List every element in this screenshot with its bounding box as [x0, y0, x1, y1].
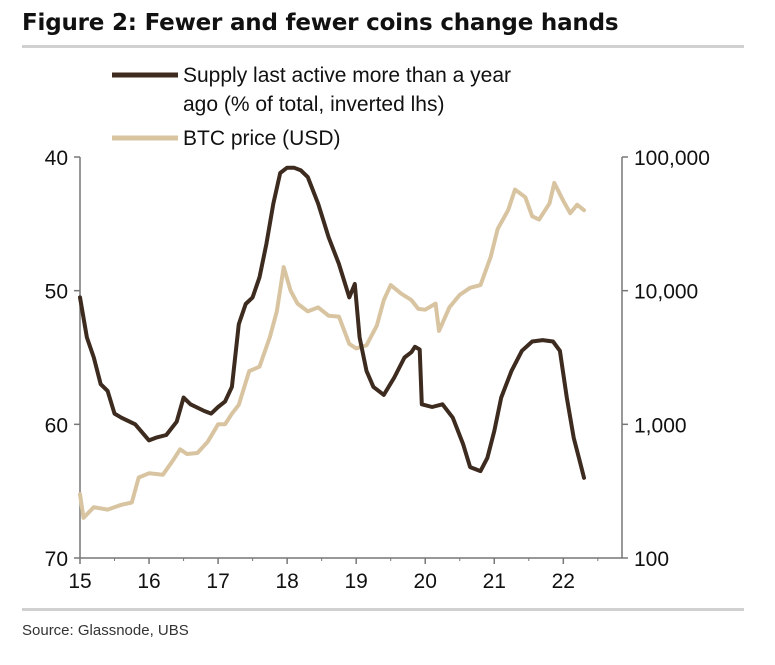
left-tick-label: 50 [45, 281, 68, 304]
legend-label-supply: ago (% of total, inverted lhs) [183, 93, 444, 116]
series-group [78, 165, 586, 520]
source-note: Source: Glassnode, UBS [22, 622, 189, 639]
x-tick-label: 19 [344, 570, 367, 593]
right-tick-label: 1,000 [634, 414, 687, 437]
top-rule [22, 45, 744, 48]
left-tick-label: 70 [45, 548, 68, 571]
legend: Supply last active more than a year ago (… [112, 64, 511, 150]
bottom-rule [22, 608, 744, 611]
legend-label-supply: Supply last active more than a year [183, 64, 511, 87]
btc-price-series-line [78, 180, 586, 520]
chart: 40 50 60 70 100,000 10,000 1,000 100 15 16 17 18 19 2… [45, 64, 710, 593]
right-tick-label: 100,000 [634, 147, 710, 170]
legend-label-price: BTC price (USD) [183, 127, 341, 150]
left-tick-label: 60 [45, 414, 68, 437]
x-tick-label: 18 [275, 570, 298, 593]
x-tick-label: 20 [414, 570, 437, 593]
x-tick-label: 17 [206, 570, 229, 593]
x-tick-label: 15 [68, 570, 91, 593]
axes-group: 40 50 60 70 100,000 10,000 1,000 100 15 16 17 18 19 2… [45, 147, 710, 593]
x-tick-label: 21 [483, 570, 506, 593]
figure-title: Figure 2: Fewer and fewer coins change h… [22, 10, 619, 36]
right-tick-label: 10,000 [634, 281, 698, 304]
x-tick-label: 16 [137, 570, 160, 593]
supply-series-line [78, 165, 586, 480]
x-tick-label: 22 [552, 570, 575, 593]
left-tick-label: 40 [45, 147, 68, 170]
right-tick-label: 100 [634, 548, 669, 571]
